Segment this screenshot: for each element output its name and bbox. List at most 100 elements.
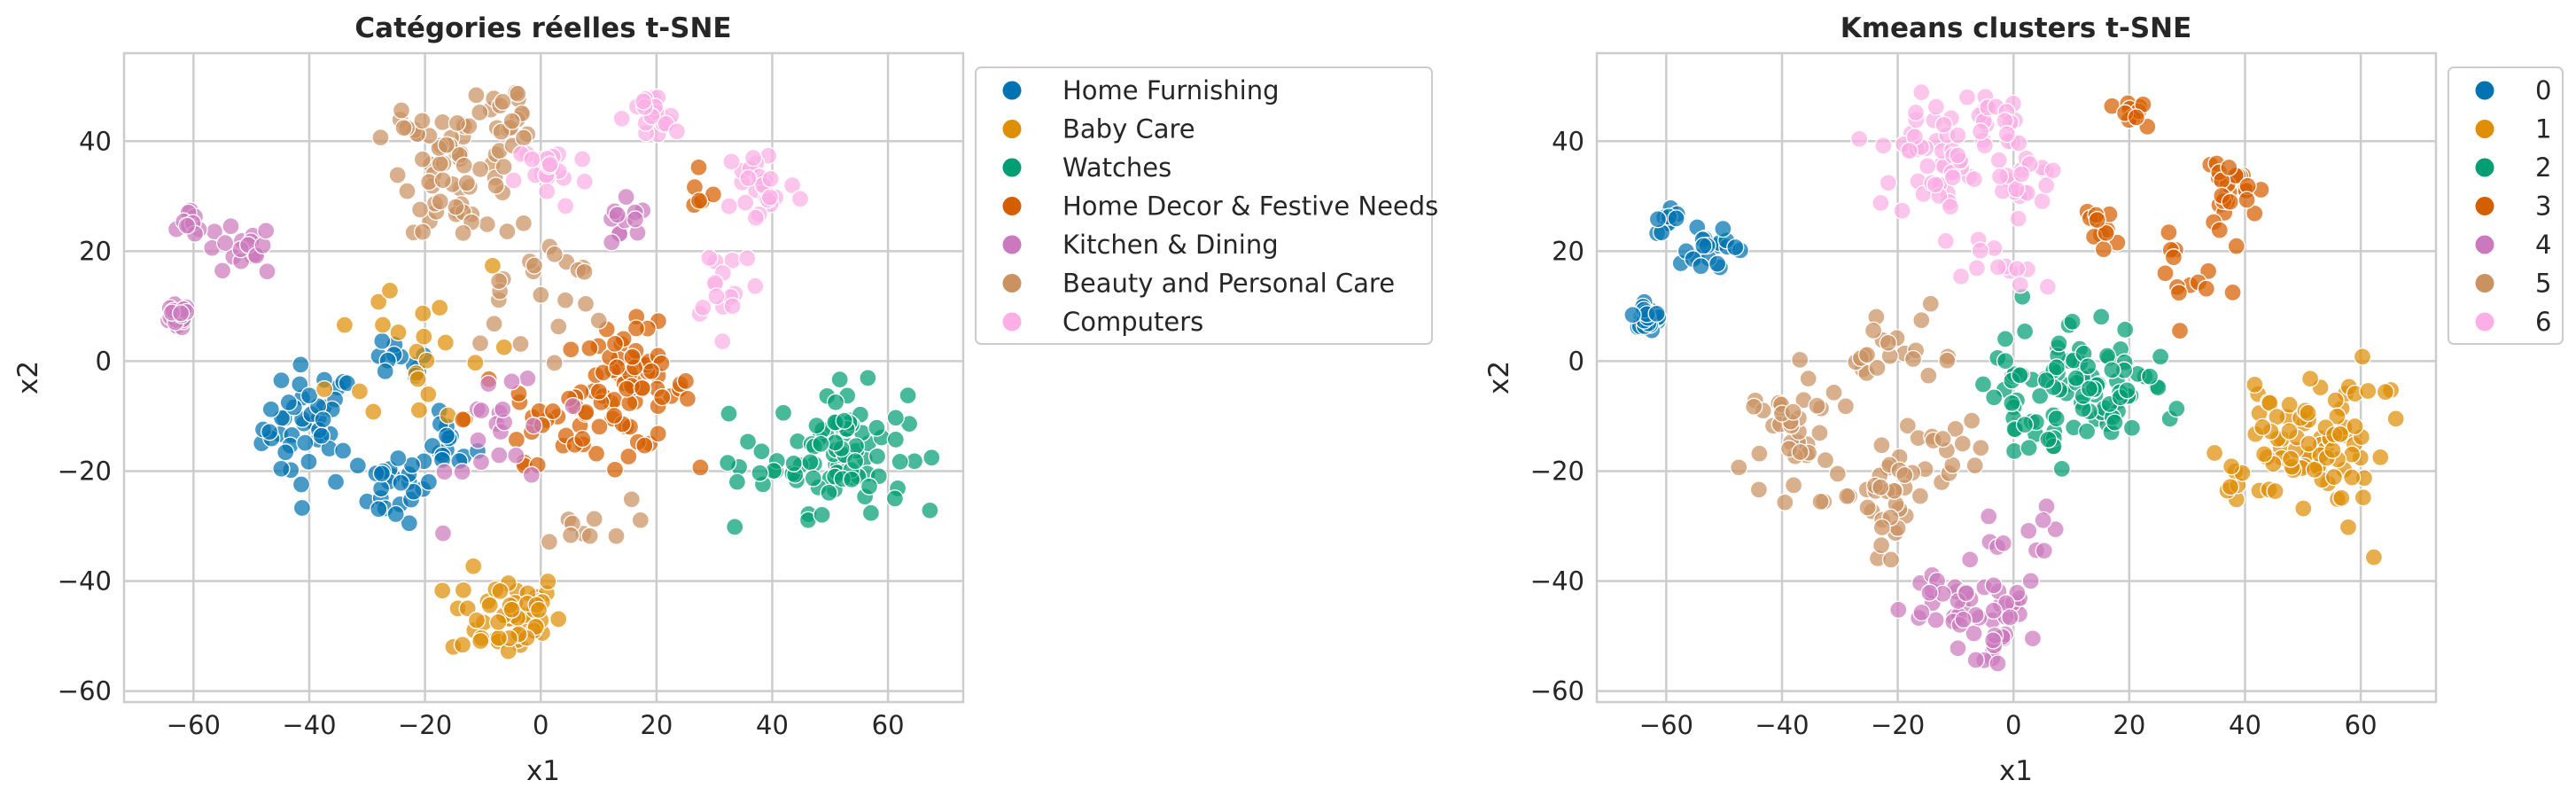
point-series-1	[414, 304, 432, 323]
point-series-1	[549, 610, 568, 628]
point-series-1	[409, 370, 427, 388]
x-tick-label: 0	[2005, 710, 2021, 740]
point-series-1	[480, 596, 499, 614]
y-tick-label: 0	[1568, 346, 1584, 376]
point-series-6	[760, 188, 780, 207]
point-series-4	[2023, 629, 2043, 648]
point-series-3	[2227, 237, 2245, 255]
point-series-6	[1988, 258, 2007, 277]
point-series-2	[1985, 388, 2004, 407]
point-series-5	[431, 154, 449, 173]
point-series-6	[2009, 209, 2027, 228]
point-series-2	[2066, 369, 2085, 387]
point-series-0	[1708, 254, 1727, 273]
point-series-4	[469, 431, 487, 449]
point-series-3	[653, 387, 672, 407]
x-tick-label: 40	[2229, 710, 2261, 740]
point-series-5	[1898, 417, 1917, 435]
point-series-1	[2300, 370, 2320, 388]
x-tick-label: −40	[282, 710, 336, 740]
x-tick-label: −60	[167, 710, 221, 740]
y-tick-label: 40	[1552, 126, 1584, 156]
point-series-4	[2034, 511, 2052, 530]
point-series-5	[454, 223, 472, 243]
point-series-5	[433, 171, 452, 190]
point-series-2	[801, 453, 820, 472]
point-series-2	[886, 430, 905, 449]
point-series-1	[2354, 488, 2373, 507]
point-series-2	[2003, 394, 2021, 412]
point-series-4	[258, 262, 276, 281]
point-series-4	[433, 524, 453, 543]
legend-label: 6	[2535, 307, 2551, 337]
point-series-5	[494, 92, 512, 112]
point-series-6	[1971, 122, 1990, 141]
point-series-1	[2300, 434, 2318, 453]
point-series-2	[846, 436, 866, 456]
point-series-2	[2151, 347, 2170, 366]
point-series-0	[404, 482, 423, 501]
point-series-1	[2222, 457, 2241, 476]
point-series-3	[2156, 264, 2175, 283]
point-series-6	[1971, 241, 1989, 260]
point-series-1	[502, 600, 521, 619]
point-series-5	[1810, 424, 1829, 442]
point-series-4	[502, 372, 521, 391]
point-series-5	[494, 157, 513, 176]
point-series-4	[1926, 611, 1945, 629]
point-series-5	[622, 490, 641, 509]
point-series-3	[2197, 279, 2215, 298]
point-series-0	[314, 410, 332, 429]
point-series-1	[2323, 441, 2342, 459]
plot-area-right	[1595, 51, 2438, 704]
point-series-3	[2199, 261, 2218, 281]
point-series-2	[2047, 358, 2066, 377]
point-series-3	[2164, 248, 2183, 267]
points-left	[159, 83, 941, 660]
legend-label: Beauty and Personal Care	[1062, 269, 1395, 299]
point-series-6	[723, 297, 742, 316]
point-series-3	[2094, 240, 2113, 259]
point-series-3	[635, 436, 654, 455]
legend-label: 1	[2535, 114, 2551, 144]
point-series-3	[642, 362, 661, 381]
point-series-3	[2169, 284, 2189, 302]
x-tick-label: −40	[1755, 710, 1809, 740]
point-series-1	[2332, 488, 2351, 507]
point-series-5	[413, 222, 432, 241]
point-series-6	[1957, 88, 1977, 106]
point-series-5	[437, 136, 456, 154]
point-series-6	[612, 109, 631, 128]
point-series-1	[409, 401, 429, 419]
point-series-4	[626, 210, 645, 229]
point-series-5	[1858, 498, 1877, 517]
legend-marker	[2475, 312, 2494, 332]
point-series-3	[2237, 191, 2256, 209]
point-series-1	[2353, 347, 2372, 366]
point-series-1	[2305, 460, 2324, 480]
point-series-5	[1938, 351, 1957, 370]
point-series-2	[719, 453, 737, 472]
point-series-0	[292, 355, 310, 374]
point-series-3	[2220, 158, 2238, 177]
point-series-6	[1949, 126, 1967, 144]
chart-left: −60 −40 −20 0 20 40 60 −60 −40 −20 0 20 40 Catégorie…	[12, 12, 1438, 787]
point-series-0	[1726, 238, 1745, 257]
point-series-4	[494, 400, 512, 418]
point-series-5	[1921, 294, 1940, 313]
point-series-0	[400, 514, 418, 533]
point-series-3	[649, 425, 667, 443]
point-series-5	[1903, 349, 1923, 369]
point-series-6	[790, 190, 810, 208]
point-series-0	[261, 400, 280, 418]
point-series-0	[1648, 210, 1668, 229]
gridlines-right	[1597, 53, 2436, 702]
point-series-0	[437, 426, 456, 445]
point-series-1	[2328, 407, 2346, 425]
point-series-1	[335, 316, 354, 334]
point-series-3	[605, 334, 625, 354]
chart-title-right: Kmeans clusters t-SNE	[1841, 12, 2192, 44]
point-series-4	[479, 374, 498, 394]
point-series-6	[1949, 146, 1967, 165]
legend-marker	[2475, 197, 2494, 215]
